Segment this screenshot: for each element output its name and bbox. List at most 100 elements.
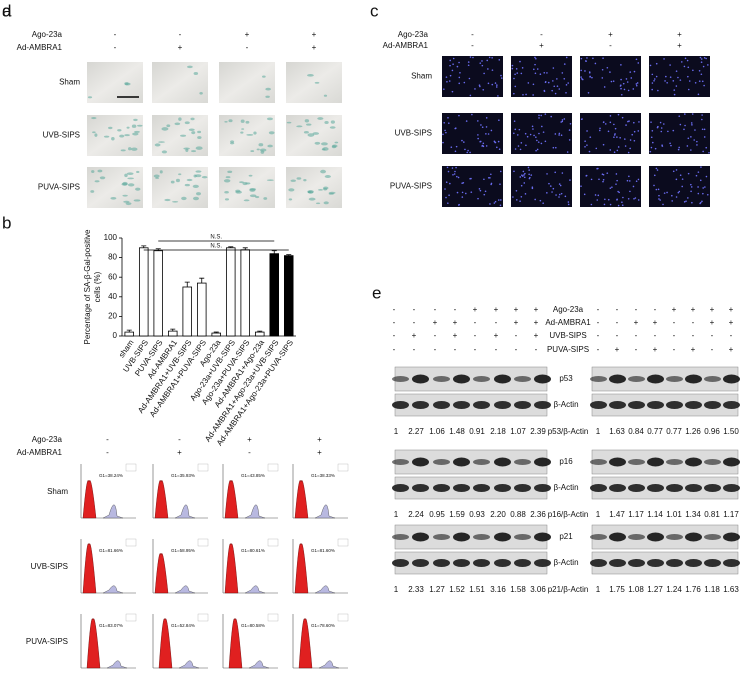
ratio: 2.33 — [408, 585, 424, 594]
nucleus — [627, 89, 630, 92]
row-label: Sham — [59, 78, 80, 87]
nucleus — [669, 142, 671, 145]
nucleus — [594, 62, 597, 65]
band — [685, 401, 702, 409]
nucleus — [651, 73, 654, 76]
nucleus — [472, 56, 474, 59]
stain — [303, 178, 307, 182]
g1-label: G1=58.95% — [171, 548, 195, 553]
band — [514, 559, 531, 567]
stain — [159, 170, 163, 174]
nucleus — [623, 88, 626, 91]
nucleus — [514, 148, 517, 150]
nucleus — [531, 125, 534, 128]
nucleus — [670, 144, 672, 147]
stain — [108, 126, 113, 130]
nucleus — [588, 150, 591, 153]
nucleus — [696, 144, 698, 146]
stain — [315, 202, 321, 205]
ratio: 1.52 — [449, 585, 465, 594]
nucleus — [490, 173, 492, 176]
nucleus — [583, 193, 586, 196]
condition-label: Ad-AMBRA1 — [17, 448, 63, 457]
nucleus — [602, 143, 605, 146]
ratio: 1.18 — [704, 585, 720, 594]
nucleus — [580, 76, 582, 78]
sign: - — [616, 305, 619, 314]
panel-letter: b — [2, 213, 11, 232]
nucleus — [652, 141, 654, 144]
stain — [164, 198, 171, 202]
stain — [249, 188, 256, 192]
nucleus — [487, 68, 489, 70]
stain — [230, 140, 235, 143]
nucleus — [458, 61, 460, 64]
nucleus — [699, 179, 702, 182]
nucleus — [625, 78, 628, 80]
stain — [127, 183, 135, 187]
band — [704, 484, 721, 492]
band — [392, 484, 409, 492]
protein-label: β-Actin — [553, 558, 578, 567]
legend-box — [267, 463, 279, 472]
sign: - — [248, 448, 251, 457]
nucleus — [658, 194, 660, 197]
nucleus — [443, 88, 445, 90]
nucleus — [500, 74, 502, 77]
micrograph — [87, 62, 143, 103]
nucleus — [666, 82, 668, 84]
nucleus — [692, 69, 694, 72]
micrograph — [580, 166, 641, 207]
nucleus — [671, 194, 673, 197]
nucleus — [609, 115, 612, 117]
band — [514, 484, 531, 492]
nucleus — [459, 72, 461, 74]
nucleus — [480, 124, 482, 126]
nucleus — [444, 129, 446, 132]
nucleus — [586, 57, 588, 59]
nucleus — [675, 85, 678, 87]
ratio: 1.27 — [429, 585, 445, 594]
nucleus — [559, 184, 562, 187]
g1-peak — [298, 618, 313, 669]
ratio: 1 — [596, 510, 601, 519]
g1-label: G1=35.93% — [171, 473, 195, 478]
nucleus — [701, 80, 704, 83]
stain — [288, 198, 293, 201]
band — [628, 376, 645, 382]
nucleus — [568, 139, 571, 141]
sign: - — [454, 345, 457, 354]
nucleus — [659, 199, 661, 201]
g1-peak — [294, 480, 309, 519]
nucleus — [470, 177, 472, 180]
band — [666, 376, 683, 382]
nucleus — [621, 116, 624, 119]
band — [723, 401, 740, 409]
nucleus — [628, 180, 631, 182]
nucleus — [467, 149, 469, 152]
nucleus — [534, 56, 536, 59]
bar — [211, 332, 221, 337]
error-bar — [141, 245, 147, 248]
sign: - — [654, 331, 657, 340]
sign: + — [453, 331, 458, 340]
histogram: G1=58.95% — [152, 538, 209, 594]
row-label: Sham — [411, 72, 432, 81]
stain — [245, 182, 251, 185]
stain — [307, 190, 311, 194]
band — [433, 559, 450, 567]
legend-box — [337, 613, 349, 622]
nucleus — [448, 80, 451, 82]
nucleus — [683, 201, 686, 203]
nucleus — [498, 59, 501, 61]
band — [590, 459, 607, 465]
nucleus — [678, 115, 681, 117]
sign: - — [393, 318, 396, 327]
band — [412, 374, 429, 384]
stain — [243, 199, 250, 202]
band — [534, 532, 551, 542]
ratio: 1 — [394, 585, 399, 594]
nucleus — [449, 182, 451, 185]
nucleus — [563, 118, 566, 120]
nucleus — [613, 136, 615, 138]
